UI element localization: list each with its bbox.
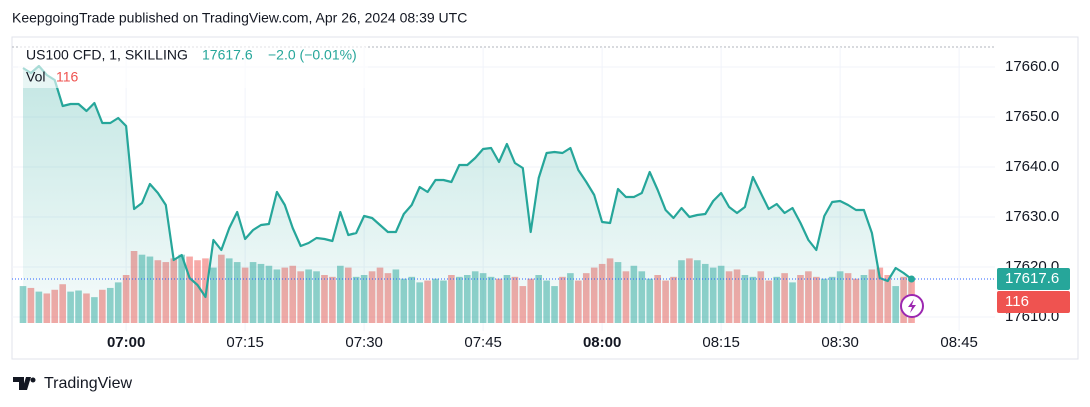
frame — [11, 36, 1079, 360]
price-line — [22, 64, 913, 299]
price-box — [997, 268, 1070, 290]
price-box-label: 17617.6 — [1005, 270, 1059, 287]
x-tick-label: 07:30 — [345, 334, 383, 351]
publisher: KeepgoingTrade published on TradingView.… — [12, 10, 467, 26]
area — [23, 66, 912, 323]
x-tick-label: 07:45 — [464, 334, 502, 351]
x-tick-label: 08:45 — [940, 334, 978, 351]
alert-bolt — [908, 299, 916, 313]
last-point — [908, 275, 916, 283]
x-tick-label: 07:15 — [226, 334, 264, 351]
symbol: US100 CFD, 1, SKILLING — [26, 47, 188, 63]
y-tick-label: 17660.0 — [1005, 58, 1059, 75]
change: −2.0 (−0.01%) — [268, 47, 357, 63]
x-tick-label: 08:15 — [702, 334, 740, 351]
last-price: 17617.6 — [202, 47, 253, 63]
vol-value: 116 — [56, 69, 79, 85]
y-tick-label: 17650.0 — [1005, 108, 1059, 125]
x-tick-label: 08:00 — [583, 334, 621, 351]
logo — [13, 377, 36, 390]
legend-bg — [18, 46, 368, 88]
x-tick-label: 07:00 — [107, 334, 145, 351]
vol-box-label: 116 — [1005, 293, 1029, 310]
vol-box — [997, 291, 1070, 313]
plot — [12, 47, 995, 331]
vol-label: Vol — [26, 69, 45, 85]
y-tick-label: 17630.0 — [1005, 208, 1059, 225]
x-tick-label: 08:30 — [821, 334, 859, 351]
brand: TradingView — [44, 375, 132, 392]
y-tick-label: 17640.0 — [1005, 158, 1059, 175]
